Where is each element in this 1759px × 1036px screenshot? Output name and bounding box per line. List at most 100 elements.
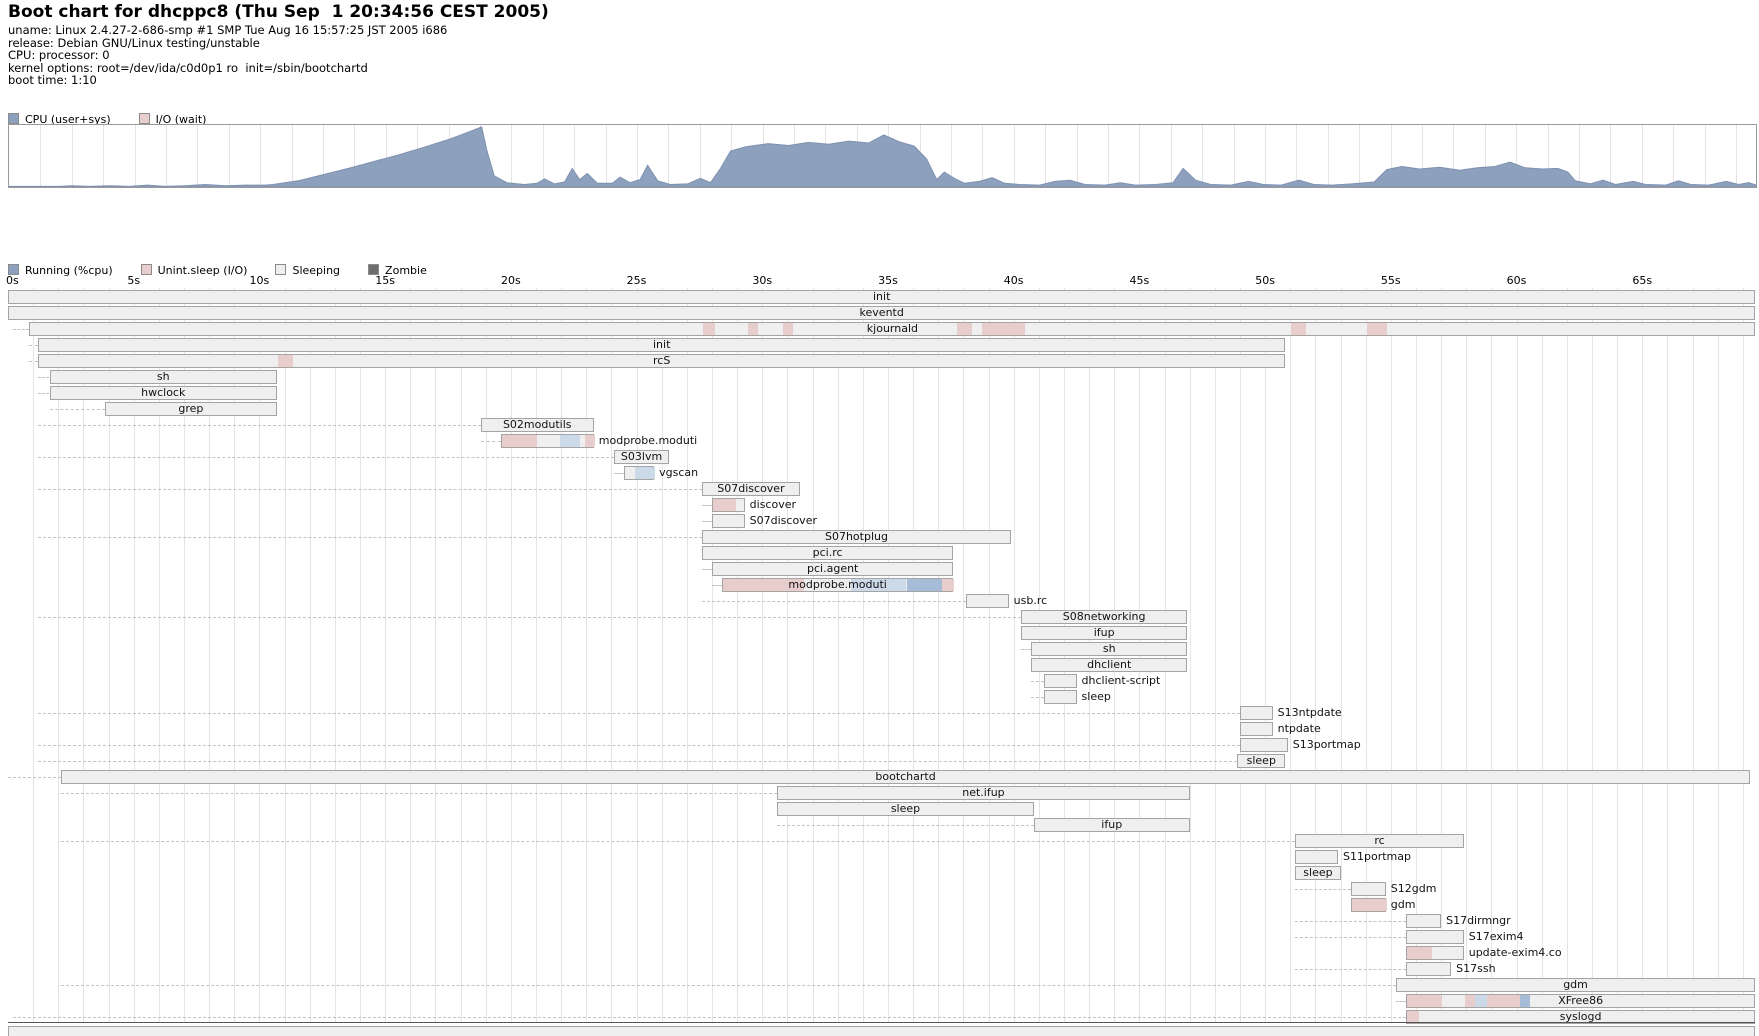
cpu-gridline [1453, 125, 1455, 187]
state-segment-pink [956, 323, 972, 335]
row-connector [712, 585, 723, 586]
cpu-gridline [1704, 125, 1706, 187]
time-tick-label: 40s [1003, 274, 1024, 287]
row-connector [13, 1017, 1406, 1018]
state-segment-pink [1291, 323, 1307, 335]
row-connector [38, 617, 1022, 618]
system-info: uname: Linux 2.4.27-2-686-smp #1 SMP Tue… [8, 24, 447, 87]
proc-gridline [837, 288, 839, 1022]
proc-gridline [284, 288, 286, 1022]
process-bar [1043, 674, 1077, 688]
process-label: dhclient-script [1081, 674, 1161, 687]
legend-swatch-icon [368, 264, 380, 275]
process-bar [1033, 818, 1190, 832]
row-connector [60, 841, 1296, 842]
proc-gridline [1265, 288, 1267, 1022]
cpu-gridline [1673, 125, 1675, 187]
cpu-gridline [385, 125, 387, 187]
legend-label: I/O (wait) [155, 113, 207, 126]
page-title: Boot chart for dhcppc8 (Thu Sep 1 20:34:… [8, 2, 549, 22]
legend-swatch-icon [8, 113, 19, 124]
process-bar [8, 306, 1755, 320]
row-connector [8, 777, 61, 778]
cpu-gridline [1610, 125, 1612, 187]
process-bar [1405, 1010, 1755, 1024]
process-label: gdm [1563, 978, 1588, 991]
cpu-gridline [1422, 125, 1423, 187]
proc-gridline [309, 288, 311, 1022]
process-label: bootchartd [875, 770, 936, 783]
proc-gridline [209, 288, 211, 1022]
system-info-line: kernel options: root=/dev/ida/c0d0p1 ro … [8, 60, 368, 75]
state-segment-pink [1406, 1011, 1420, 1023]
time-tick-label: 20s [500, 274, 521, 287]
cpu-gridline [511, 125, 513, 187]
row-connector [777, 825, 1034, 826]
process-bar [1021, 626, 1188, 640]
proc-gridline [661, 288, 663, 1022]
process-bar [38, 354, 1286, 368]
process-bar [712, 498, 745, 512]
process-bar [49, 370, 277, 384]
legend-label: Sleeping [292, 264, 341, 277]
process-bar [701, 482, 800, 496]
cpu-gridline [197, 125, 199, 187]
proc-gridline [938, 288, 940, 1022]
time-tick-label: 0s [6, 274, 19, 287]
process-label: S13portmap [1292, 738, 1361, 751]
process-bar [712, 514, 745, 528]
cpu-gridline [1579, 125, 1580, 187]
process-label: S12gdm [1390, 882, 1437, 895]
proc-gridline [586, 288, 588, 1022]
cpu-gridline [260, 125, 262, 187]
row-connector [701, 505, 712, 506]
row-connector [1295, 969, 1406, 970]
process-bar [1295, 866, 1341, 880]
process-bar [1240, 738, 1288, 752]
proc-gridline [158, 288, 160, 1022]
process-label: pci.agent [807, 562, 859, 575]
process-label: hwclock [141, 386, 186, 399]
row-connector [60, 793, 778, 794]
process-bar [712, 562, 954, 576]
proc-gridline [862, 288, 864, 1022]
row-connector [29, 361, 39, 362]
time-tick-label: 50s [1255, 274, 1275, 287]
proc-gridline [536, 288, 537, 1022]
row-connector [13, 329, 30, 330]
system-info-line: boot time: 1:10 [8, 73, 97, 88]
process-label: update-exim4.co [1468, 946, 1562, 959]
process-label: S11portmap [1343, 850, 1411, 863]
legend-swatch-icon [138, 113, 150, 124]
proc-gridline [410, 288, 412, 1022]
proc-gridline [184, 288, 185, 1022]
row-connector [701, 521, 712, 522]
cpu-area-series [9, 126, 1756, 187]
cpu-legend-item: I/O (wait) [138, 112, 207, 126]
state-segment-lblue [635, 467, 656, 479]
process-label: rc [1374, 834, 1385, 847]
cpu-gridline [951, 125, 952, 187]
process-label: sh [1102, 642, 1116, 655]
proc-gridline [1642, 288, 1644, 1022]
time-tick-label: 10s [249, 274, 270, 287]
process-bar [1237, 754, 1286, 768]
process-label: ifup [1093, 626, 1115, 639]
state-segment-pink [1351, 899, 1387, 911]
process-label: sleep [1081, 690, 1111, 703]
proc-gridline [712, 288, 713, 1022]
cpu-gridline [1736, 125, 1737, 187]
process-bar [1031, 658, 1188, 672]
proc-gridline [1742, 288, 1744, 1022]
system-info-line: release: Debian GNU/Linux testing/unstab… [8, 35, 260, 50]
process-label: sleep [890, 802, 921, 815]
process-label: S07hotplug [824, 530, 888, 543]
chart-bottom-border [8, 1022, 1755, 1023]
process-label: net.ifup [962, 786, 1005, 799]
process-label: syslogd [1559, 1010, 1602, 1023]
proc-gridline [360, 288, 361, 1022]
row-connector [38, 425, 481, 426]
process-bar [1405, 962, 1452, 976]
process-label: S07discover [717, 482, 785, 495]
row-connector [38, 377, 50, 378]
